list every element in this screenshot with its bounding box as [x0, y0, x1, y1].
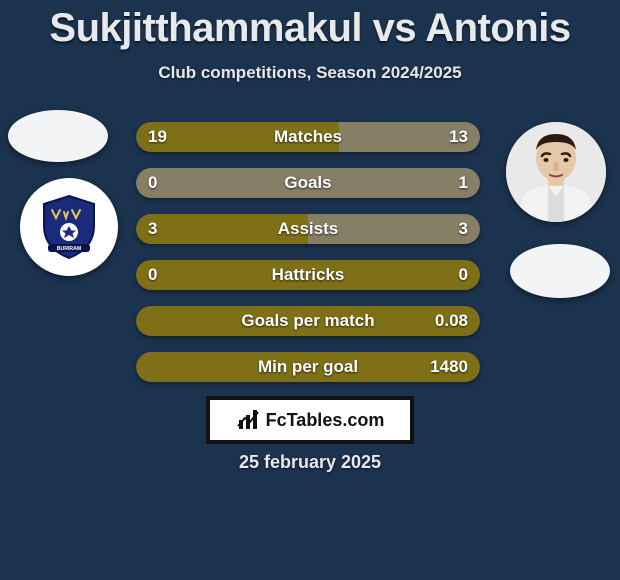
- svg-text:BURIRAM: BURIRAM: [57, 246, 82, 252]
- stat-row-hattricks: 00Hattricks: [136, 260, 480, 290]
- right-club-placeholder: [510, 244, 610, 298]
- comparison-title: Sukjitthammakul vs Antonis: [0, 0, 620, 51]
- stat-left-value: 0: [136, 260, 169, 290]
- left-club-badge: BURIRAM: [20, 178, 118, 276]
- comparison-subtitle: Club competitions, Season 2024/2025: [0, 63, 620, 83]
- stat-row-assists: 33Assists: [136, 214, 480, 244]
- branding-chart-icon: [236, 408, 260, 432]
- stat-row-goals-per-match: 0.08Goals per match: [136, 306, 480, 336]
- stat-right-value: 3: [447, 214, 480, 244]
- stat-right-value: 1480: [418, 352, 480, 382]
- stat-left-value: [136, 352, 160, 382]
- branding-badge: FcTables.com: [206, 396, 414, 444]
- stat-left-value: [136, 306, 160, 336]
- stat-right-value: 13: [437, 122, 480, 152]
- stat-right-value: 1: [447, 168, 480, 198]
- infographic-date: 25 february 2025: [0, 452, 620, 473]
- club-badge-icon: BURIRAM: [34, 192, 104, 262]
- stat-row-matches: 1913Matches: [136, 122, 480, 152]
- stat-left-value: 19: [136, 122, 179, 152]
- stat-left-value: 0: [136, 168, 169, 198]
- stat-row-goals: 01Goals: [136, 168, 480, 198]
- stat-left-value: 3: [136, 214, 169, 244]
- stat-right-value: 0: [447, 260, 480, 290]
- player-avatar-icon: [506, 122, 606, 222]
- branding-text: FcTables.com: [266, 410, 385, 431]
- stats-bars: 1913Matches01Goals33Assists00Hattricks0.…: [136, 122, 480, 398]
- right-player-photo: [506, 122, 606, 222]
- stat-right-value: 0.08: [423, 306, 480, 336]
- stat-row-min-per-goal: 1480Min per goal: [136, 352, 480, 382]
- left-player-placeholder: [8, 110, 108, 162]
